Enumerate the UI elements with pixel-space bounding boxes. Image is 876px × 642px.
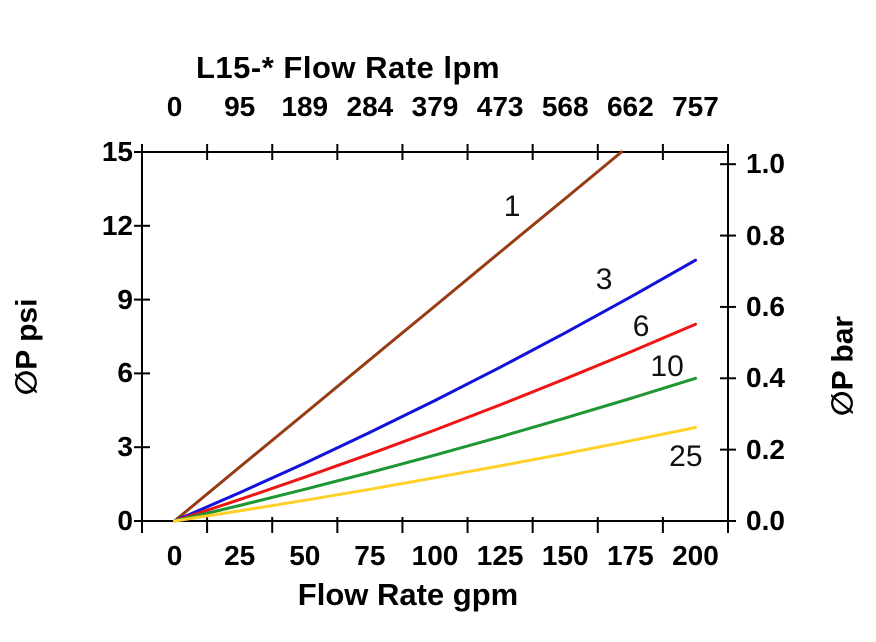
bottom-axis-title: Flow Rate gpm <box>297 577 519 612</box>
bottom-tick-label: 0 <box>166 540 183 571</box>
top-tick-label: 0 <box>166 91 183 122</box>
curve-label-6: 6 <box>632 309 650 343</box>
bottom-tick-label: 100 <box>411 540 459 571</box>
curve-label-3: 3 <box>595 262 613 296</box>
top-tick-label: 189 <box>281 91 329 122</box>
right-tick-label: 0.6 <box>746 290 785 322</box>
bottom-tick-label: 150 <box>541 540 589 571</box>
bottom-tick-label: 175 <box>606 540 654 571</box>
top-tick-label: 662 <box>606 91 654 122</box>
left-tick-label: 0 <box>117 505 133 536</box>
series-line-25 <box>173 426 697 523</box>
series-line-10 <box>173 376 697 523</box>
top-tick-label: 473 <box>476 91 524 122</box>
series-line-6 <box>173 322 697 523</box>
curve-label-1: 1 <box>503 190 521 224</box>
right-tick-label: 0.0 <box>746 505 785 536</box>
bottom-tick-label: 75 <box>354 540 386 571</box>
bottom-tick-label: 125 <box>476 540 524 571</box>
left-axis-title: ∅P psi <box>10 298 44 396</box>
right-axis-title: ∅P bar <box>826 315 860 417</box>
top-tick-label: 284 <box>346 91 394 122</box>
bottom-tick-label: 200 <box>672 540 719 571</box>
top-tick-label: 757 <box>672 91 719 122</box>
top-tick-label: 95 <box>224 91 256 122</box>
right-tick-label: 1.0 <box>746 148 785 180</box>
right-tick-label: 0.8 <box>746 219 785 251</box>
left-tick-label: 15 <box>101 136 133 167</box>
top-tick-label: 568 <box>541 91 589 122</box>
top-tick-label: 379 <box>411 91 459 122</box>
right-tick-label: 0.4 <box>746 362 785 394</box>
bottom-tick-label: 50 <box>289 540 321 571</box>
right-tick-label: 0.2 <box>746 433 785 465</box>
curve-label-10: 10 <box>650 350 684 383</box>
plot-frame <box>141 151 729 522</box>
curve-label-25: 25 <box>669 440 703 474</box>
bottom-tick-label: 25 <box>224 540 256 571</box>
left-tick-label: 3 <box>117 431 133 463</box>
chart-title: L15-* Flow Rate lpm <box>195 50 501 85</box>
left-tick-label: 12 <box>101 209 133 241</box>
left-tick-label: 6 <box>117 357 133 389</box>
series-line-3 <box>173 258 697 523</box>
series-line-1 <box>173 150 623 523</box>
left-tick-label: 9 <box>117 283 133 315</box>
